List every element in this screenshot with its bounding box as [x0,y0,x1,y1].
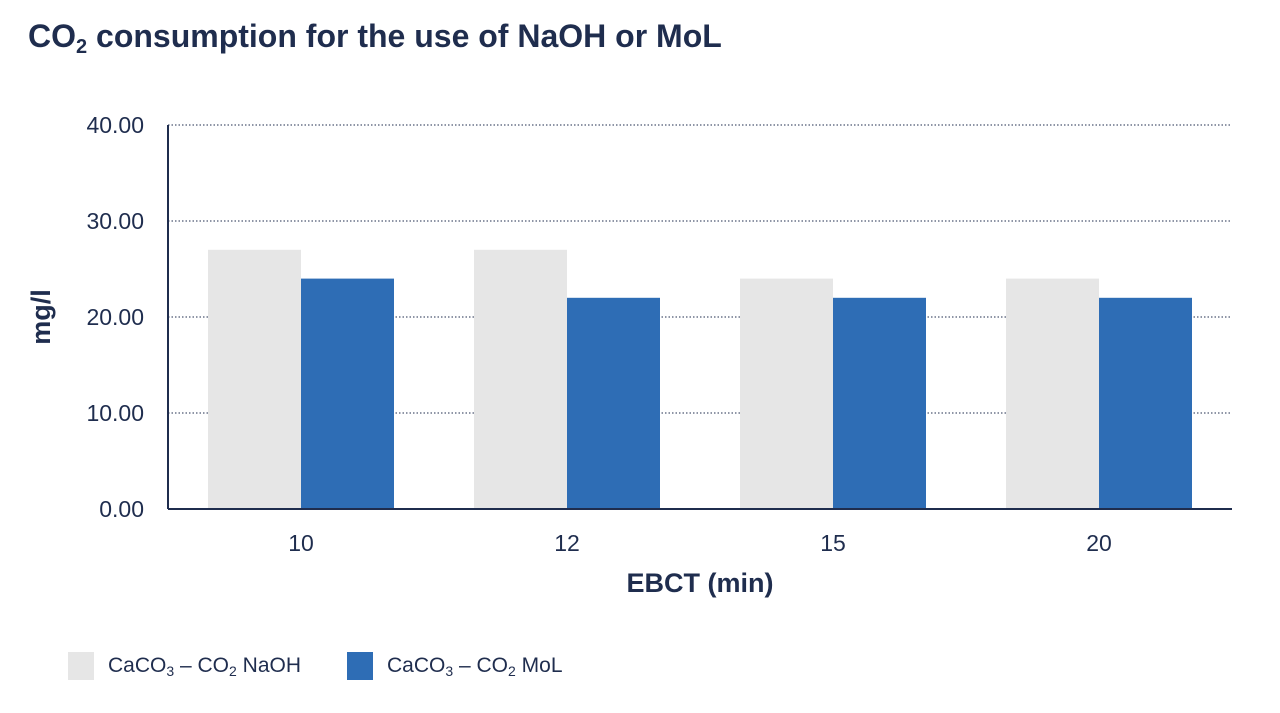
bar [474,249,567,510]
y-tick-label: 40.00 [86,112,144,138]
chart-title: CO2 consumption for the use of NaOH or M… [28,18,722,58]
legend-item-naoh: CaCO3 – CO2 NaOH [68,652,301,680]
bar [1006,278,1099,509]
legend-swatch-naoh [68,652,94,680]
legend-label-mol: CaCO3 – CO2 MoL [387,654,563,679]
legend-label-naoh: CaCO3 – CO2 NaOH [108,654,301,679]
legend: CaCO3 – CO2 NaOH CaCO3 – CO2 MoL [68,652,563,680]
y-tick-label: 0.00 [99,496,144,522]
bar [567,297,660,509]
bar [301,278,394,509]
bar [208,249,301,510]
bar-chart: 0.00 10.00 20.00 30.00 40.00 10 12 15 20 EBCT (mi… [26,112,1232,598]
chart-title-prefix: CO [28,18,76,54]
bar [833,297,926,509]
y-tick-label: 20.00 [86,304,144,330]
bar [1099,297,1192,509]
x-tick-label: 15 [820,530,846,556]
legend-item-mol: CaCO3 – CO2 MoL [347,652,563,680]
y-axis-title: mg/l [26,289,56,345]
x-axis-title: EBCT (min) [627,568,774,598]
bar [740,278,833,509]
x-tick-label: 12 [554,530,580,556]
chart-title-subscript: 2 [76,36,88,58]
chart-title-suffix: consumption for the use of NaOH or MoL [87,18,722,54]
y-tick-label: 10.00 [86,400,144,426]
x-tick-label: 20 [1086,530,1112,556]
x-tick-label: 10 [288,530,314,556]
legend-swatch-mol [347,652,373,680]
y-tick-label: 30.00 [86,208,144,234]
